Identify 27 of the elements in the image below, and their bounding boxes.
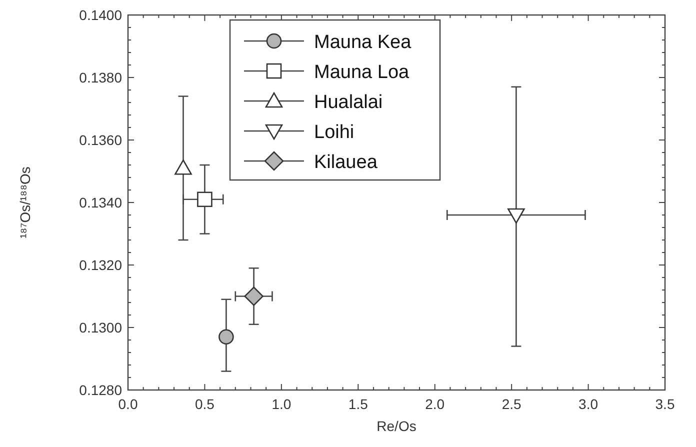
y-tick-label: 0.1300: [79, 320, 122, 336]
y-axis-title: ¹⁸⁷Os/¹⁸⁸Os: [17, 166, 33, 238]
y-tick-label: 0.1380: [79, 70, 122, 86]
x-tick-label: 0.5: [194, 396, 215, 412]
legend-label: Loihi: [314, 122, 354, 143]
y-tick-label: 0.1320: [79, 257, 122, 273]
point: [174, 159, 192, 175]
y-tick-label: 0.1340: [79, 194, 122, 210]
x-tick-label: 1.5: [348, 396, 368, 412]
point: [244, 286, 264, 306]
x-tick-label: 0.0: [118, 396, 138, 412]
x-tick-label: 2.5: [502, 396, 522, 412]
point: [508, 208, 525, 224]
legend-label: Mauna Loa: [314, 62, 410, 83]
legend-label: Mauna Kea: [314, 32, 412, 53]
x-axis-title: Re/Os: [376, 418, 416, 434]
y-tick-label: 0.1360: [79, 132, 122, 148]
x-tick-label: 2.0: [425, 396, 445, 412]
legend-label: Hualalai: [314, 92, 383, 113]
y-tick-label: 0.1280: [79, 382, 122, 398]
point: [197, 192, 212, 208]
x-tick-label: 1.0: [272, 396, 292, 412]
legend-label: Kilauea: [314, 152, 378, 173]
x-tick-label: 3.0: [578, 396, 598, 412]
x-tick-label: 3.5: [655, 396, 675, 412]
y-tick-label: 0.1400: [79, 7, 122, 23]
point: [218, 329, 234, 345]
